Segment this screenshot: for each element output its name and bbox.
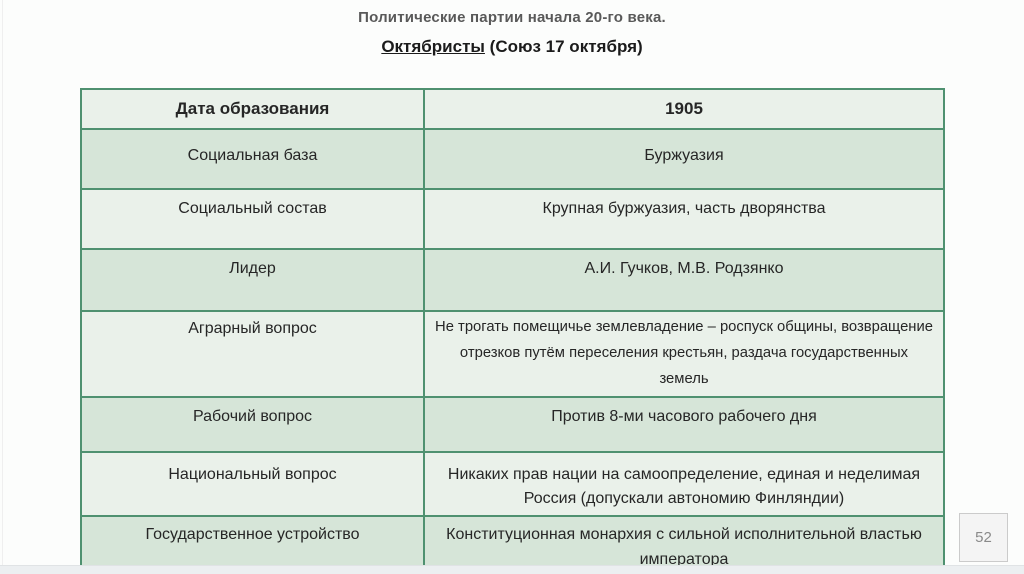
- table-row: Лидер А.И. Гучков, М.В. Родзянко: [80, 248, 945, 312]
- row-value: Крупная буржуазия, часть дворянства: [423, 188, 945, 250]
- row-label: Дата образования: [80, 88, 425, 130]
- row-label: Рабочий вопрос: [80, 396, 425, 453]
- subtitle-rest: (Союз 17 октября): [484, 37, 643, 56]
- row-value: Буржуазия: [423, 128, 945, 190]
- table-row: Государственное устройство Конституционн…: [80, 515, 945, 574]
- table-row: Аграрный вопрос Не трогать помещичье зем…: [80, 310, 945, 398]
- octobrists-table-body: Дата образования 1905 Социальная база Бу…: [80, 88, 945, 574]
- page-number: 52: [975, 529, 992, 546]
- page-subtitle: Октябристы (Союз 17 октября): [0, 37, 1024, 57]
- row-label: Государственное устройство: [80, 515, 425, 574]
- page-title: Политические партии начала 20-го века.: [358, 9, 666, 26]
- slide-left-edge: [2, 0, 3, 565]
- row-label: Аграрный вопрос: [80, 310, 425, 398]
- table-row: Социальная база Буржуазия: [80, 128, 945, 190]
- table-row: Дата образования 1905: [80, 88, 945, 130]
- subtitle-party-name: Октябристы: [381, 37, 485, 56]
- row-label: Лидер: [80, 248, 425, 312]
- table-row: Социальный состав Крупная буржуазия, час…: [80, 188, 945, 250]
- row-label: Социальный состав: [80, 188, 425, 250]
- table-row: Рабочий вопрос Против 8-ми часового рабо…: [80, 396, 945, 453]
- row-value: 1905: [423, 88, 945, 130]
- page-number-badge: 52: [959, 513, 1008, 562]
- row-value: Против 8-ми часового рабочего дня: [423, 396, 945, 453]
- row-value: Не трогать помещичье землевладение – рос…: [423, 310, 945, 398]
- octobrists-table: Дата образования 1905 Социальная база Бу…: [80, 88, 945, 574]
- row-label: Национальный вопрос: [80, 451, 425, 517]
- table-row: Национальный вопрос Никаких прав нации н…: [80, 451, 945, 517]
- row-value: Никаких прав нации на самоопределение, е…: [423, 451, 945, 517]
- bottom-strip: [0, 565, 1024, 574]
- row-label: Социальная база: [80, 128, 425, 190]
- row-value: А.И. Гучков, М.В. Родзянко: [423, 248, 945, 312]
- row-value: Конституционная монархия с сильной испол…: [423, 515, 945, 574]
